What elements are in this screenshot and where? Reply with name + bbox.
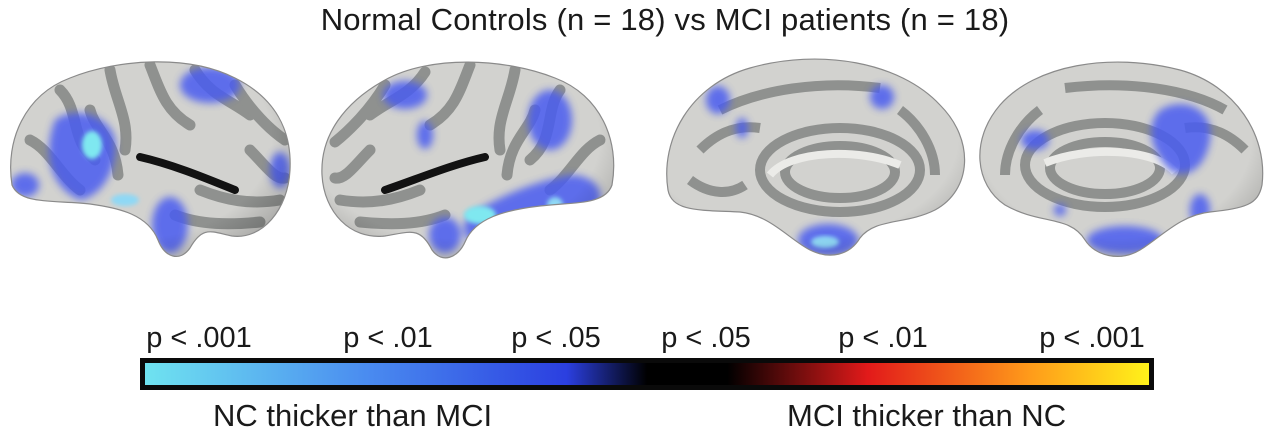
colorbar-tick-labels: p < .001 p < .01 p < .05 p < .05 p < .01… <box>0 322 1280 362</box>
colorbar-label-red-05: p < .05 <box>661 322 751 354</box>
colorbar-label-blue-05: p < .05 <box>511 322 601 354</box>
brain-left-lateral <box>10 61 291 257</box>
figure-title: Normal Controls (n = 18) vs MCI patients… <box>320 2 1010 37</box>
significance-colorbar <box>140 358 1154 390</box>
brain-left-medial <box>666 58 966 256</box>
brain-right-medial <box>979 61 1264 257</box>
nc-thicker-caption: NC thicker than MCI <box>213 398 493 433</box>
mci-thicker-caption: MCI thicker than NC <box>787 398 1067 433</box>
colorbar-gradient <box>145 363 1149 385</box>
brain-right-lateral <box>321 61 615 259</box>
colorbar-label-red-001: p < .001 <box>1039 322 1145 354</box>
colorbar-label-blue-001: p < .001 <box>146 322 252 354</box>
brain-surface-panels <box>10 58 1264 259</box>
colorbar-label-red-01: p < .01 <box>838 322 928 354</box>
colorbar-label-blue-01: p < .01 <box>343 322 433 354</box>
